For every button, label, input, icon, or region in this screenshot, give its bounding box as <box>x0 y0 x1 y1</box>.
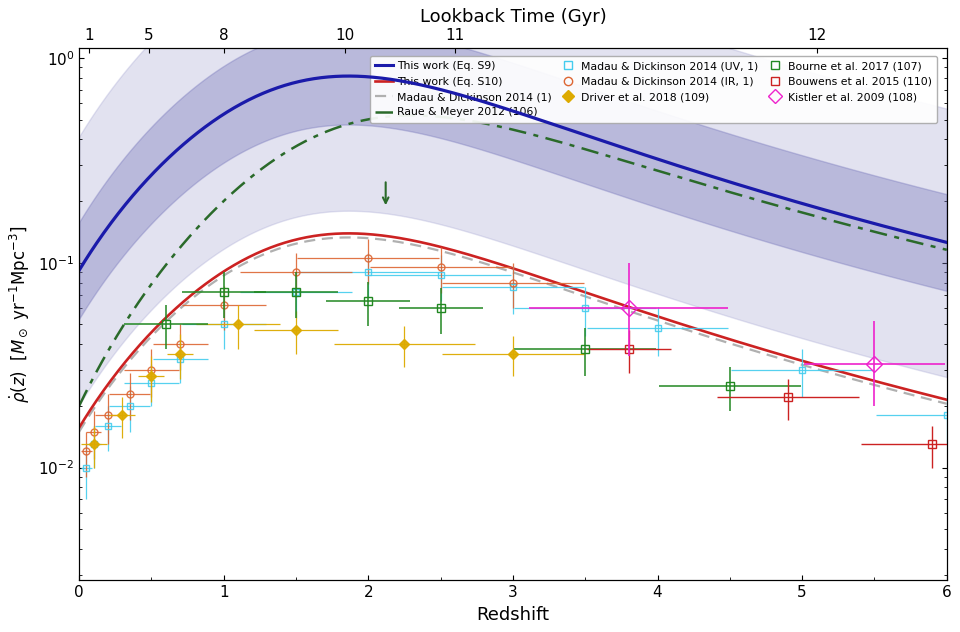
Y-axis label: $\dot{\rho}(z)$  [$M_\odot$ yr$^{-1}$Mpc$^{-3}$]: $\dot{\rho}(z)$ [$M_\odot$ yr$^{-1}$Mpc$… <box>9 226 33 403</box>
X-axis label: Redshift: Redshift <box>476 605 549 624</box>
X-axis label: Lookback Time (Gyr): Lookback Time (Gyr) <box>420 8 607 27</box>
Legend: This work (Eq. S9), This work (Eq. S10), Madau & Dickinson 2014 (1), Raue & Meye: This work (Eq. S9), This work (Eq. S10),… <box>370 56 937 123</box>
